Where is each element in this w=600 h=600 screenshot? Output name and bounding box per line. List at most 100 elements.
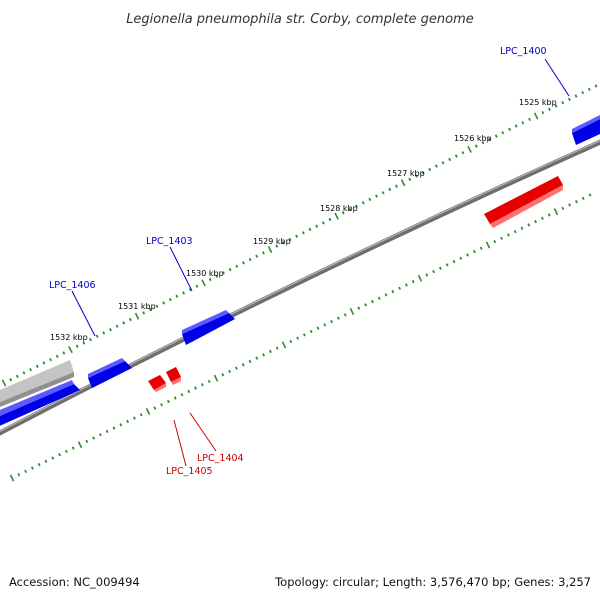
leader-lpc-1404 bbox=[189, 412, 217, 452]
inner-tick bbox=[85, 439, 89, 443]
outer-tick bbox=[49, 357, 52, 362]
outer-tick bbox=[228, 267, 232, 272]
outer-tick bbox=[574, 94, 578, 98]
scale-label-1529: 1529 kbp bbox=[253, 237, 291, 246]
inner-tick bbox=[364, 303, 368, 307]
inner-tick bbox=[302, 333, 306, 337]
inner-tick bbox=[540, 216, 544, 220]
outer-tick bbox=[375, 194, 378, 198]
outer-tick bbox=[261, 251, 265, 255]
inner-tick bbox=[262, 353, 266, 357]
inner-tick bbox=[445, 263, 449, 267]
outer-tick bbox=[288, 237, 292, 242]
gene-label-lpc-1400[interactable]: LPC_1400 bbox=[500, 46, 547, 57]
outer-tick bbox=[348, 207, 352, 212]
scale-label-1527: 1527 kbp bbox=[387, 169, 425, 178]
inner-tick bbox=[432, 269, 436, 274]
gene-label-lpc-1404[interactable]: LPC_1404 bbox=[197, 453, 244, 464]
inner-tick bbox=[561, 206, 565, 210]
outer-tick bbox=[175, 294, 179, 298]
outer-tick bbox=[395, 184, 398, 188]
gene-label-lpc-1406[interactable]: LPC_1406 bbox=[49, 280, 96, 291]
inner-tick bbox=[17, 473, 21, 477]
outer-tick bbox=[95, 334, 99, 338]
outer-tick bbox=[567, 97, 571, 101]
outer-tick bbox=[109, 327, 112, 332]
scale-label-1525: 1525 kbp bbox=[519, 98, 557, 107]
scale-label-1532: 1532 kbp bbox=[50, 333, 88, 342]
inner-tick bbox=[200, 383, 204, 387]
inner-scale-ticks bbox=[9, 193, 592, 482]
gene-lpc-1405[interactable] bbox=[148, 375, 166, 390]
inner-tick bbox=[44, 459, 48, 463]
inner-tick bbox=[343, 313, 347, 317]
outer-tick bbox=[381, 191, 385, 195]
inner-tick bbox=[500, 236, 504, 240]
inner-tick bbox=[194, 386, 198, 390]
gene-block-forward[interactable] bbox=[88, 361, 132, 388]
outer-tick bbox=[361, 201, 365, 205]
inner-tick bbox=[336, 316, 340, 320]
inner-tick bbox=[281, 341, 287, 349]
inner-tick bbox=[248, 359, 252, 364]
gene-label-lpc-1405[interactable]: LPC_1405 bbox=[166, 466, 213, 477]
outer-tick bbox=[128, 317, 132, 322]
inner-tick bbox=[534, 220, 538, 224]
inner-tick bbox=[316, 326, 320, 330]
inner-tick bbox=[459, 256, 463, 260]
inner-tick bbox=[574, 200, 578, 204]
outer-tick bbox=[561, 100, 565, 105]
outer-tick bbox=[428, 167, 432, 172]
inner-tick bbox=[384, 293, 388, 297]
inner-tick bbox=[30, 466, 34, 470]
inner-tick bbox=[24, 469, 28, 473]
outer-tick bbox=[355, 204, 358, 208]
gene-lpc-1404[interactable] bbox=[166, 367, 181, 382]
inner-tick bbox=[173, 396, 177, 400]
inner-tick bbox=[485, 241, 491, 249]
outer-tick bbox=[341, 211, 345, 215]
outer-tick bbox=[29, 368, 33, 372]
gene-lpc-1403[interactable] bbox=[182, 313, 235, 345]
outer-tick bbox=[62, 351, 66, 355]
inner-tick bbox=[112, 426, 116, 430]
outer-tick bbox=[102, 331, 106, 335]
outer-tick bbox=[554, 104, 558, 108]
inner-tick bbox=[452, 259, 456, 264]
inner-tick bbox=[221, 373, 225, 377]
outer-tick bbox=[421, 171, 425, 175]
inner-tick bbox=[180, 393, 184, 397]
gene-label-lpc-1403[interactable]: LPC_1403 bbox=[146, 236, 193, 247]
outer-tick bbox=[587, 87, 591, 92]
gene-lpc-1400[interactable] bbox=[572, 119, 600, 145]
outer-tick bbox=[267, 246, 273, 253]
other-feature[interactable] bbox=[0, 360, 74, 404]
outer-tick bbox=[155, 304, 159, 308]
leader-lpc-1405 bbox=[173, 419, 187, 467]
inner-tick bbox=[296, 336, 300, 340]
inner-tick bbox=[425, 273, 429, 277]
gene-block-reverse[interactable] bbox=[484, 176, 563, 224]
outer-tick bbox=[548, 107, 551, 112]
outer-tick bbox=[308, 227, 312, 232]
genome-summary-text: Topology: circular; Length: 3,576,470 bp… bbox=[274, 575, 591, 589]
gene-labels: LPC_1400 LPC_1403 LPC_1406 LPC_1404 LPC_… bbox=[49, 46, 547, 477]
inner-tick bbox=[349, 308, 355, 316]
gene-lpc-1406[interactable] bbox=[0, 384, 80, 428]
outer-tick bbox=[295, 234, 299, 238]
outer-tick bbox=[208, 277, 212, 282]
inner-tick bbox=[37, 463, 41, 467]
scale-labels: 1525 kbp 1526 kbp 1527 kbp 1528 kbp 1529… bbox=[50, 98, 557, 342]
leader-lpc-1403 bbox=[169, 246, 193, 292]
inner-tick bbox=[527, 223, 531, 227]
outer-tick bbox=[481, 141, 485, 145]
outer-tick bbox=[388, 187, 392, 192]
inner-tick bbox=[479, 246, 483, 250]
scale-label-1531: 1531 kbp bbox=[118, 302, 156, 311]
outer-tick bbox=[248, 257, 252, 262]
inner-tick bbox=[581, 196, 585, 200]
outer-tick bbox=[55, 354, 59, 358]
inner-tick bbox=[466, 253, 470, 257]
inner-tick bbox=[126, 419, 130, 424]
inner-tick bbox=[506, 233, 510, 237]
